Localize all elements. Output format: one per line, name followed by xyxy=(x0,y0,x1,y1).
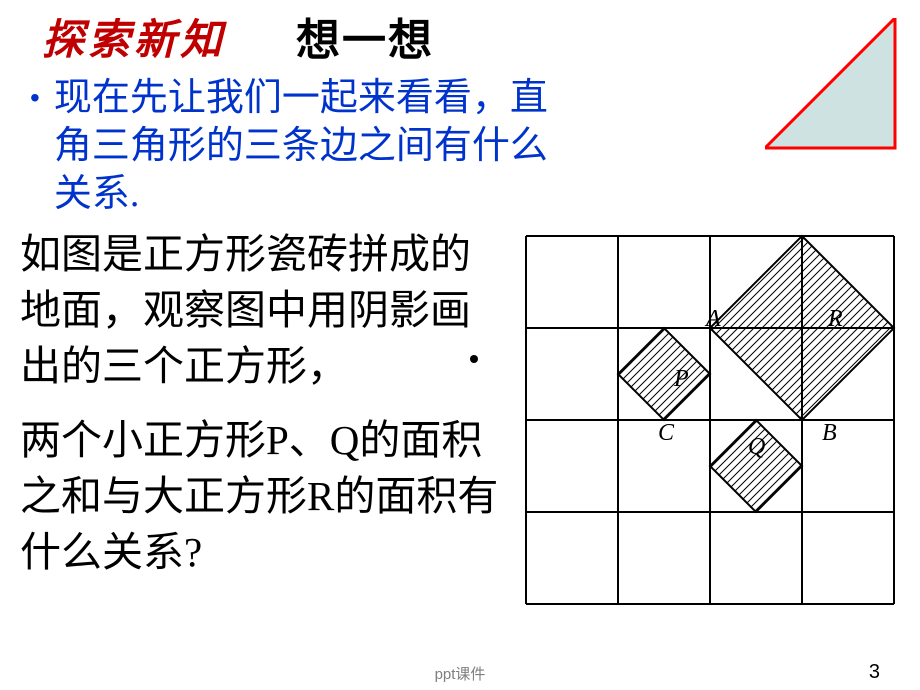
right-triangle-svg xyxy=(765,18,900,153)
svg-text:R: R xyxy=(827,306,843,332)
svg-text:B: B xyxy=(822,420,837,446)
page-number: 3 xyxy=(869,661,880,684)
svg-text:A: A xyxy=(704,306,721,332)
header-right-title: 想一想 xyxy=(296,4,434,68)
center-dot xyxy=(470,355,478,363)
footer-center: ppt课件 xyxy=(435,663,486,684)
paragraph-1: 如图是正方形瓷砖拼成的地面，观察图中用阴影画出的三个正方形， xyxy=(20,226,500,394)
svg-text:Q: Q xyxy=(748,434,765,460)
tile-diagram: A R P C Q B xyxy=(520,226,900,621)
triangle-figure xyxy=(765,18,900,158)
diagram-svg: A R P C Q B xyxy=(520,226,900,616)
svg-text:C: C xyxy=(658,420,675,446)
svg-text:P: P xyxy=(673,366,689,392)
intro-bullet: • xyxy=(30,74,40,122)
intro-text: 现在先让我们一起来看看，直角三角形的三条边之间有什么关系. xyxy=(54,74,574,218)
header-left-title: 探索新知 xyxy=(42,6,226,67)
body-area: 如图是正方形瓷砖拼成的地面，观察图中用阴影画出的三个正方形， 两个小正方形P、Q… xyxy=(0,226,920,580)
paragraph-2: 两个小正方形P、Q的面积之和与大正方形R的面积有什么关系? xyxy=(20,412,500,580)
